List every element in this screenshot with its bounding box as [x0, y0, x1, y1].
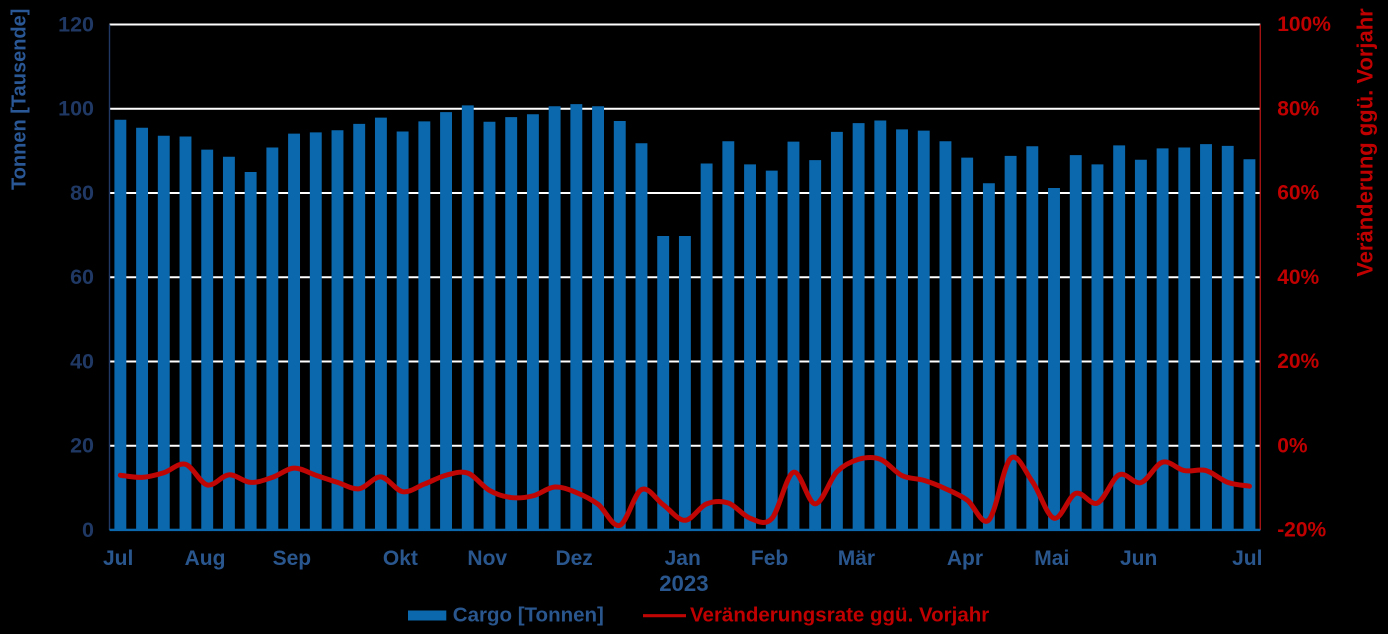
svg-text:100%: 100% — [1277, 13, 1331, 36]
svg-text:Feb: Feb — [751, 547, 788, 570]
svg-text:60: 60 — [70, 265, 94, 289]
svg-text:Sep: Sep — [273, 547, 312, 570]
svg-text:40: 40 — [70, 349, 94, 373]
svg-text:120: 120 — [58, 12, 94, 36]
svg-text:Jun: Jun — [1120, 547, 1157, 570]
svg-text:20%: 20% — [1277, 350, 1319, 373]
svg-text:Apr: Apr — [947, 547, 983, 570]
svg-text:Nov: Nov — [467, 547, 507, 570]
svg-text:Dez: Dez — [555, 547, 592, 570]
svg-text:2023: 2023 — [659, 571, 708, 596]
svg-text:Jan: Jan — [665, 547, 701, 570]
svg-text:Mai: Mai — [1034, 547, 1069, 570]
svg-text:Veränderung ggü. Vorjahr: Veränderung ggü. Vorjahr — [1352, 8, 1377, 277]
svg-text:Veränderungsrate ggü. Vorjahr: Veränderungsrate ggü. Vorjahr — [690, 604, 989, 627]
svg-text:-20%: -20% — [1277, 519, 1326, 542]
svg-text:Cargo [Tonnen]: Cargo [Tonnen] — [453, 604, 604, 627]
svg-text:80: 80 — [70, 181, 94, 205]
svg-text:100: 100 — [58, 97, 94, 121]
svg-text:40%: 40% — [1277, 266, 1319, 289]
svg-text:Aug: Aug — [185, 547, 226, 570]
svg-text:0%: 0% — [1277, 434, 1308, 457]
svg-text:80%: 80% — [1277, 97, 1319, 120]
svg-text:60%: 60% — [1277, 182, 1319, 205]
svg-text:Jul: Jul — [1232, 547, 1262, 570]
svg-text:20: 20 — [70, 434, 94, 458]
svg-text:Mär: Mär — [838, 547, 875, 570]
svg-text:Okt: Okt — [383, 547, 418, 570]
svg-text:Tonnen [Tausende]: Tonnen [Tausende] — [8, 9, 30, 190]
svg-text:0: 0 — [82, 518, 94, 542]
svg-text:Jul: Jul — [103, 547, 133, 570]
